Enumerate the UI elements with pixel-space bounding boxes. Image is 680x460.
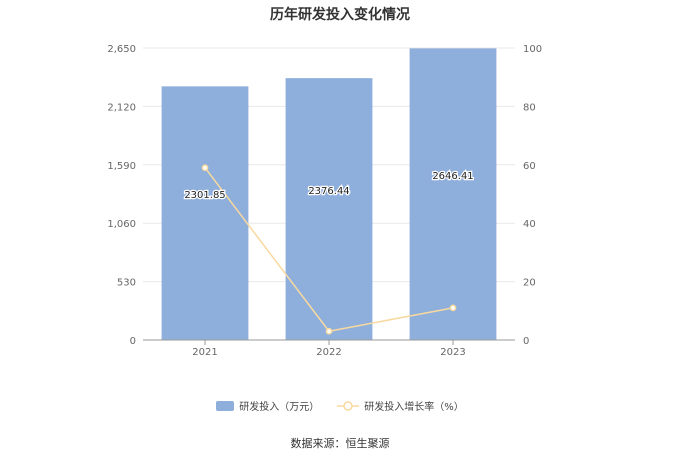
y-right-tick-label: 40 [523,219,536,230]
y-left-tick-label: 2,120 [107,102,136,113]
legend-line-swatch [337,400,360,411]
bar [409,48,497,341]
growth-point [449,304,457,312]
y-left-tick-label: 530 [117,278,136,289]
x-tick-label: 2022 [316,347,341,358]
data-source: 数据来源：恒生聚源 [290,437,390,450]
bar [285,78,373,340]
growth-point [201,164,209,172]
growth-point [325,327,333,335]
legend-item-line[interactable]: 研发投入增长率（%） [337,398,464,413]
legend-bar-swatch [216,400,235,411]
y-right-tick-label: 0 [523,336,529,347]
bar-layer [161,48,497,341]
legend-item-bar[interactable]: 研发投入（万元） [216,398,319,413]
y-right-tick-label: 20 [523,278,536,289]
bar-value-label: 2301.85 [184,190,225,201]
bar [161,86,249,341]
y-right-tick-label: 80 [523,102,536,113]
label-layer: 2301.85 2376.44 2646.41 [183,170,475,202]
bar-value-label: 2376.44 [308,186,349,197]
bar-value-label: 2646.41 [432,171,473,182]
y-left-tick-label: 2,650 [107,44,136,55]
x-tick-label: 2023 [440,347,465,358]
y-right-tick-label: 60 [523,161,536,172]
y-right-tick-label: 100 [523,44,542,55]
y-left-tick-label: 1,590 [107,161,136,172]
axis-layer: 0 530 1,060 1,590 2,120 2,650 0 20 40 60 80 100 2021… [107,44,542,358]
legend: 研发投入（万元） 研发投入增长率（%） [0,398,680,413]
line-layer [201,164,457,335]
legend-line-label: 研发投入增长率（%） [364,402,464,413]
legend-bar-label: 研发投入（万元） [239,402,320,413]
y-left-tick-label: 1,060 [107,219,136,230]
chart-title: 历年研发投入变化情况 [270,7,410,23]
x-tick-label: 2021 [192,347,217,358]
y-left-tick-label: 0 [130,336,136,347]
